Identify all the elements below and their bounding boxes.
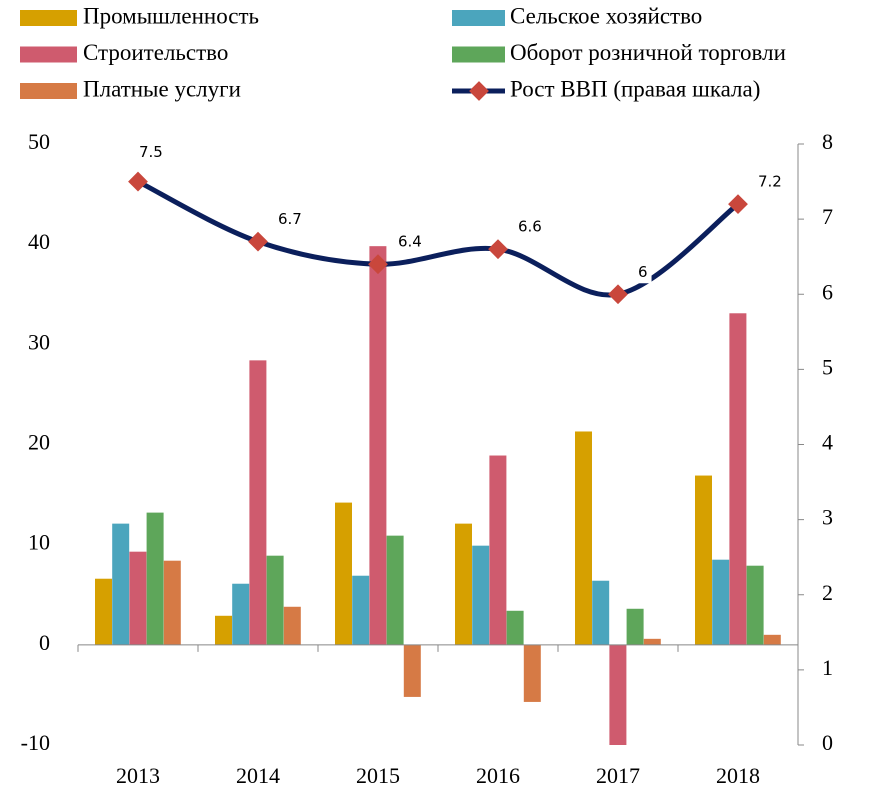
x-tick-label: 2017 xyxy=(596,763,640,788)
y2-tick-label: 8 xyxy=(822,129,833,154)
y2-tick-label: 1 xyxy=(822,655,833,680)
value-label-bg xyxy=(394,231,426,254)
y-tick-label: 40 xyxy=(28,229,50,254)
value-label-bg xyxy=(274,208,306,231)
bar xyxy=(95,578,112,645)
bar xyxy=(729,313,747,645)
y-tick-label: 0 xyxy=(39,630,50,655)
bar xyxy=(129,551,147,645)
bar xyxy=(592,580,610,645)
bar xyxy=(575,431,592,645)
legend-label: Рост ВВП (правая шкала) xyxy=(510,76,760,101)
x-tick-label: 2013 xyxy=(116,763,160,788)
marker xyxy=(368,254,388,275)
value-label-bg xyxy=(754,171,786,194)
bar xyxy=(695,475,712,645)
legend-swatch xyxy=(452,10,505,26)
bar xyxy=(403,644,421,697)
x-tick-label: 2015 xyxy=(356,763,400,788)
value-label: 6.6 xyxy=(518,218,542,236)
legend-label: Оборот розничной торговли xyxy=(510,40,786,65)
value-label-bg xyxy=(514,216,546,239)
legend-swatch xyxy=(452,46,505,63)
bar xyxy=(506,610,524,645)
y2-tick-label: 6 xyxy=(822,279,833,304)
bar xyxy=(369,246,387,645)
bar xyxy=(249,360,267,645)
y-tick-label: 50 xyxy=(28,129,50,154)
value-label: 6 xyxy=(638,263,648,281)
value-label: 7.5 xyxy=(139,143,163,161)
bar xyxy=(146,512,164,645)
bar xyxy=(763,634,781,645)
legend-label: Сельское хозяйство xyxy=(510,3,702,28)
bar xyxy=(112,523,130,645)
bar xyxy=(215,615,232,645)
bar xyxy=(386,535,404,645)
bar xyxy=(266,555,284,645)
y-tick-label: 20 xyxy=(28,430,50,455)
bar xyxy=(335,502,352,645)
y2-tick-label: 3 xyxy=(822,505,833,530)
legend-label: Промышленность xyxy=(83,3,259,28)
y-tick-label: -10 xyxy=(21,730,50,755)
legend-swatch xyxy=(20,10,77,26)
marker xyxy=(608,284,628,305)
x-tick-label: 2014 xyxy=(236,763,280,788)
marker xyxy=(248,231,268,252)
y2-tick-label: 2 xyxy=(822,580,833,605)
bar xyxy=(746,565,764,645)
y2-tick-label: 4 xyxy=(822,430,833,455)
bar xyxy=(455,523,472,645)
value-label: 6.7 xyxy=(278,210,302,228)
legend-label: Платные услуги xyxy=(83,76,241,101)
value-label: 6.4 xyxy=(398,233,422,251)
value-label: 7.2 xyxy=(758,173,782,191)
y-tick-label: 10 xyxy=(28,530,50,555)
bar xyxy=(163,560,181,645)
legend-swatch xyxy=(20,83,77,99)
y2-tick-label: 7 xyxy=(822,204,833,229)
value-label-bg xyxy=(634,261,652,284)
marker xyxy=(488,239,508,260)
y2-tick-label: 5 xyxy=(822,354,833,379)
bar xyxy=(523,644,541,702)
x-tick-label: 2018 xyxy=(716,763,760,788)
bar xyxy=(489,455,507,645)
line xyxy=(136,179,740,298)
value-label-bg xyxy=(135,141,167,164)
bar xyxy=(232,583,250,645)
y-tick-label: 30 xyxy=(28,329,50,354)
bar xyxy=(472,545,490,645)
y2-tick-label: 0 xyxy=(822,730,833,755)
bar xyxy=(609,644,627,745)
legend-marker xyxy=(469,81,489,101)
legend-swatch xyxy=(20,46,77,63)
bar xyxy=(626,608,644,645)
marker xyxy=(128,171,148,192)
bar xyxy=(283,606,301,645)
x-tick-label: 2016 xyxy=(476,763,520,788)
legend-label: Строительство xyxy=(83,40,228,65)
bar xyxy=(643,638,661,645)
bar xyxy=(352,575,370,645)
bar xyxy=(712,559,730,645)
